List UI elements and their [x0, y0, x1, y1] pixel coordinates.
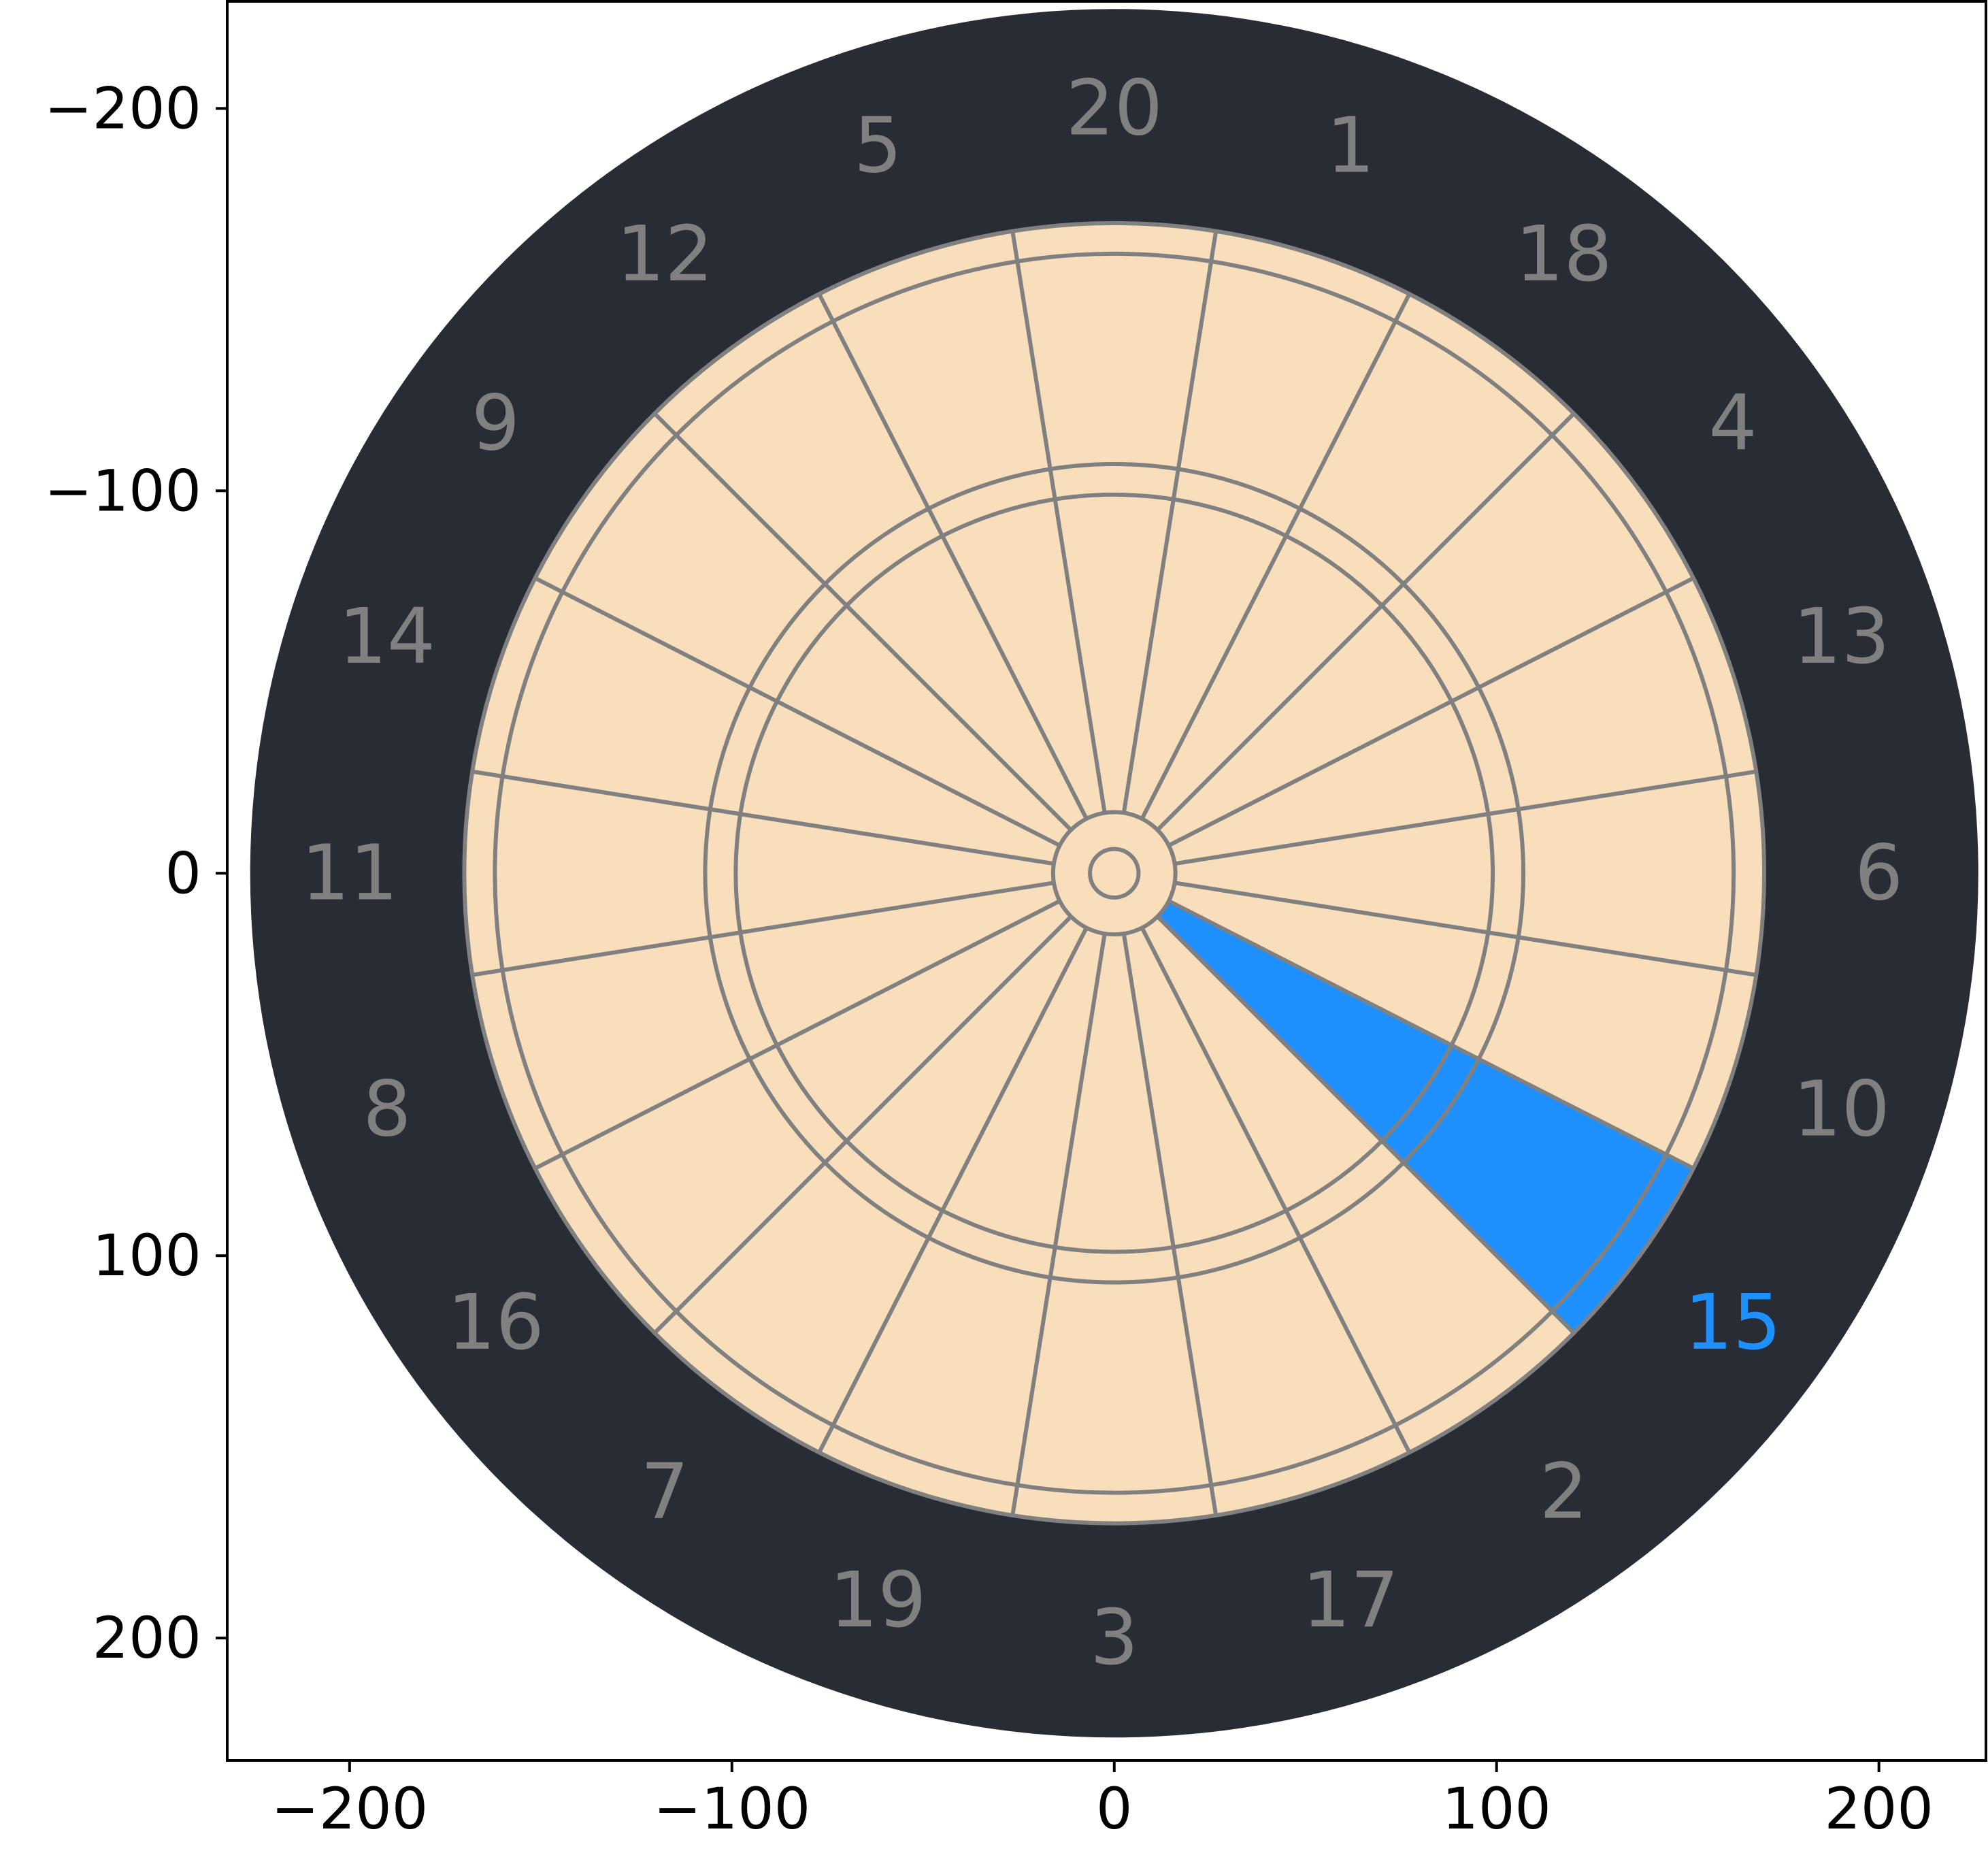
sector-divider — [471, 769, 1055, 866]
sector-number-8: 8 — [363, 1066, 411, 1154]
x-tick-label: 200 — [1824, 1775, 1933, 1842]
sector-divider — [1121, 933, 1219, 1516]
sector-divider — [653, 915, 1073, 1334]
axes-frame — [226, 0, 1987, 1762]
axes: −200 −100 0 100 200 −200 −100 0 100 200 — [44, 0, 1987, 1842]
sector-number-14: 14 — [339, 593, 436, 681]
sector-divider — [1156, 412, 1576, 832]
sector-number-11: 11 — [301, 829, 399, 917]
outer-bull-ring — [1050, 810, 1178, 937]
treble-outer-ring — [703, 461, 1526, 1285]
treble-inner-ring — [733, 492, 1495, 1254]
sector-number-7: 7 — [640, 1448, 689, 1537]
double-inner-ring — [493, 251, 1736, 1495]
sector-number-6: 6 — [1855, 829, 1903, 917]
y-tick-label: −100 — [44, 457, 201, 524]
sector-divider — [1156, 915, 1576, 1334]
sector-divider — [1010, 933, 1107, 1516]
sector-number-9: 9 — [471, 380, 520, 468]
board-group: 20 1 18 4 13 6 10 15 2 17 3 19 7 16 8 11 14 9 12 5 — [250, 9, 1978, 1738]
sector-divider — [1174, 881, 1757, 977]
sector-number-13: 13 — [1793, 593, 1890, 681]
sector-number-1: 1 — [1326, 101, 1374, 190]
sector-divider — [1140, 927, 1412, 1454]
sector-divider — [534, 899, 1061, 1170]
highlighted-sector-15 — [1157, 901, 1693, 1333]
sector-divider — [534, 576, 1061, 848]
sector-divider — [653, 412, 1073, 832]
sector-divider — [1167, 899, 1695, 1170]
sector-number-16: 16 — [447, 1279, 544, 1367]
sector-divider — [817, 293, 1089, 820]
plot-area: 20 1 18 4 13 6 10 15 2 17 3 19 7 16 8 11 14 9 12 5 — [250, 9, 1978, 1738]
sector-divider — [1174, 769, 1757, 866]
y-tick-label: 100 — [93, 1222, 201, 1289]
sector-divider — [1121, 231, 1219, 813]
sector-number-12: 12 — [616, 210, 714, 299]
x-tick-label: −200 — [271, 1775, 428, 1842]
sector-divider — [817, 927, 1089, 1454]
sector-number-15: 15 — [1685, 1279, 1782, 1367]
sector-divider — [1010, 231, 1107, 813]
double-outer-ring — [462, 220, 1767, 1526]
sector-number-5: 5 — [854, 101, 902, 190]
sector-number-2: 2 — [1540, 1448, 1588, 1537]
sector-divider — [1140, 293, 1412, 820]
sector-number-20: 20 — [1065, 64, 1163, 152]
y-tick-label: 0 — [165, 840, 201, 906]
y-tick-label: 200 — [93, 1605, 201, 1671]
sector-number-10: 10 — [1793, 1066, 1890, 1154]
sector-number-3: 3 — [1090, 1594, 1138, 1682]
sector-number-18: 18 — [1515, 210, 1612, 299]
sector-number-4: 4 — [1708, 380, 1757, 468]
bullseye-ring — [1088, 847, 1141, 900]
x-tick-label: 100 — [1442, 1775, 1551, 1842]
sector-divider — [471, 881, 1055, 977]
x-tick-label: 0 — [1096, 1775, 1132, 1842]
sector-divider — [1167, 576, 1695, 848]
sector-number-17: 17 — [1302, 1556, 1399, 1645]
x-tick-label: −100 — [653, 1775, 810, 1842]
sector-number-19: 19 — [829, 1556, 927, 1645]
y-tick-label: −200 — [44, 75, 201, 142]
